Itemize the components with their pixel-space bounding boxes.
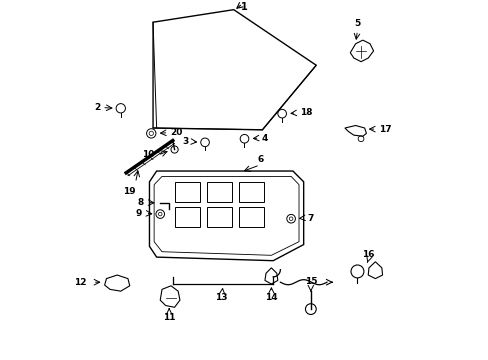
Text: 9: 9 — [136, 209, 142, 218]
Text: 3: 3 — [183, 137, 188, 146]
Text: 16: 16 — [361, 250, 374, 259]
Text: 18: 18 — [299, 108, 311, 117]
Text: 5: 5 — [354, 19, 360, 28]
Text: 15: 15 — [304, 277, 316, 286]
Text: 1: 1 — [241, 3, 247, 13]
Text: 12: 12 — [74, 278, 86, 287]
Text: 11: 11 — [163, 313, 175, 322]
Text: 2: 2 — [94, 103, 100, 112]
Text: 14: 14 — [264, 293, 277, 302]
Text: 7: 7 — [306, 213, 313, 222]
Text: 8: 8 — [137, 198, 143, 207]
Text: 10: 10 — [142, 150, 154, 159]
Text: 20: 20 — [170, 128, 183, 137]
Text: 19: 19 — [123, 187, 136, 196]
Text: 17: 17 — [378, 125, 391, 134]
Text: 4: 4 — [261, 134, 267, 143]
Text: 6: 6 — [257, 155, 263, 164]
Text: 13: 13 — [215, 293, 227, 302]
